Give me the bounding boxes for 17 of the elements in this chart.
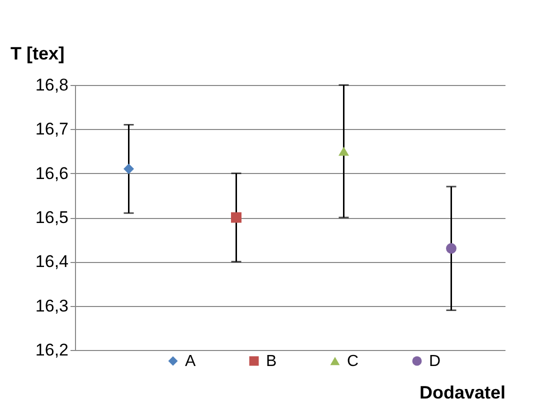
y-tick-label: 16,4 — [35, 252, 68, 272]
legend-label: D — [429, 353, 441, 370]
point — [231, 212, 242, 223]
point — [124, 164, 134, 174]
y-tick-label: 16,8 — [35, 76, 68, 94]
y-tick-label: 16,5 — [35, 208, 68, 227]
point — [446, 243, 456, 254]
y-tick-label: 16,3 — [35, 296, 68, 316]
legend-label: C — [347, 353, 359, 370]
y-tick-label: 16,2 — [35, 340, 68, 360]
legend-label: A — [185, 353, 196, 370]
y-axis-title: T [tex] — [10, 44, 64, 64]
x-axis-title: Dodavatel — [419, 382, 506, 400]
y-tick-label: 16,6 — [35, 164, 68, 183]
y-tick-label: 16,7 — [35, 120, 68, 139]
point — [338, 146, 349, 156]
legend-label: B — [266, 353, 277, 370]
